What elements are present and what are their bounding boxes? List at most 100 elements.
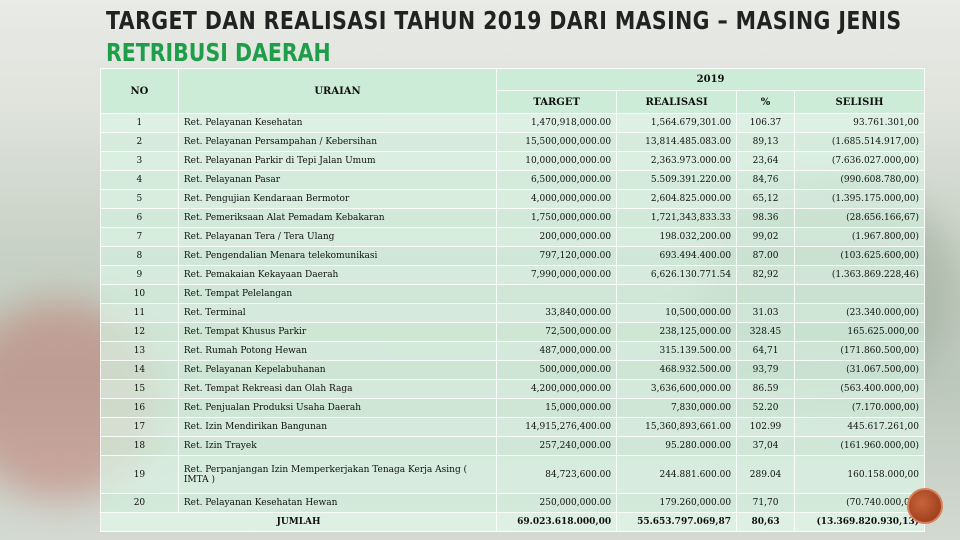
header-uraian: URAIAN	[177, 68, 498, 114]
cell-uraian: Ret. Terminal	[177, 303, 498, 323]
cell-percent: 328.45	[736, 322, 796, 342]
cell-realisasi: 10,500,000.00	[616, 303, 738, 323]
cell-no: 17	[100, 417, 179, 437]
table-row: 2 Ret. Pelayanan Persampahan / Kebersihan…	[100, 132, 925, 152]
cell-percent: 23,64	[736, 151, 796, 171]
table-row: 3 Ret. Pelayanan Parkir di Tepi Jalan Umu…	[100, 151, 925, 171]
cell-uraian: Ret. Tempat Khusus Parkir	[177, 322, 498, 342]
table-row: 4 Ret. Pelayanan Pasar 6,500,000,000.00 5.5…	[100, 170, 925, 190]
cell-selisih: 160.158.000,00	[794, 455, 925, 494]
cell-realisasi: 1,564.679,301.00	[616, 113, 738, 133]
cell-percent: 289.04	[736, 455, 796, 494]
retribusi-table: NO URAIAN 2019 TARGET REALISASI % SELISI…	[99, 68, 925, 532]
cell-selisih: (103.625.600,00)	[794, 246, 925, 266]
table-row: 13 Ret. Rumah Potong Hewan 487,000,000.00 3…	[100, 341, 925, 361]
cell-target: 10,000,000,000.00	[496, 151, 618, 171]
cell-percent: 52.20	[736, 398, 796, 418]
total-percent: 80,63	[736, 512, 796, 532]
header-selisih: SELISIH	[794, 90, 925, 114]
table-row: 6 Ret. Pemeriksaan Alat Pemadam Kebakaran…	[100, 208, 925, 228]
cell-uraian: Ret. Tempat Rekreasi dan Olah Raga	[177, 379, 498, 399]
header-percent: %	[736, 90, 796, 114]
cell-no: 15	[100, 379, 179, 399]
cell-target	[496, 284, 618, 304]
cell-selisih: (7.170.000,00)	[794, 398, 925, 418]
cell-target: 1,470,918,000.00	[496, 113, 618, 133]
cell-no: 8	[100, 246, 179, 266]
cell-target: 15,500,000,000.00	[496, 132, 618, 152]
cell-percent: 102.99	[736, 417, 796, 437]
cell-percent: 86.59	[736, 379, 796, 399]
cell-target: 7,990,000,000.00	[496, 265, 618, 285]
cell-percent: 93,79	[736, 360, 796, 380]
cell-percent: 64,71	[736, 341, 796, 361]
cell-no: 20	[100, 493, 179, 513]
cell-uraian: Ret. Pengujian Kendaraan Bermotor	[177, 189, 498, 209]
cell-selisih: (990.608.780,00)	[794, 170, 925, 190]
cell-percent: 87.00	[736, 246, 796, 266]
total-label: JUMLAH	[99, 512, 498, 532]
table-row: 19 Ret. Perpanjangan Izin Memperkerjakan …	[100, 455, 925, 494]
cell-percent: 82,92	[736, 265, 796, 285]
cell-selisih: (1.967.800,00)	[794, 227, 925, 247]
cell-target: 500,000,000.00	[496, 360, 618, 380]
table-row: 1 Ret. Pelayanan Kesehatan 1,470,918,000.0…	[100, 113, 925, 133]
cell-no: 13	[100, 341, 179, 361]
cell-realisasi: 5.509.391.220.00	[616, 170, 738, 190]
cell-percent: 31.03	[736, 303, 796, 323]
table-row: 17 Ret. Izin Mendirikan Bangunan 14,915,27…	[100, 417, 925, 437]
cell-uraian: Ret. Izin Trayek	[177, 436, 498, 456]
total-row: JUMLAH 69.023.618.000,00 55.653.797.069,…	[99, 512, 925, 532]
cell-uraian: Ret. Rumah Potong Hewan	[177, 341, 498, 361]
cell-realisasi: 2,363.973.000.00	[616, 151, 738, 171]
table-row: 18 Ret. Izin Trayek 257,240,000.00 95.280.0…	[100, 436, 925, 456]
table-row: 5 Ret. Pengujian Kendaraan Bermotor 4,000,…	[100, 189, 925, 209]
cell-percent: 89,13	[736, 132, 796, 152]
cell-uraian: Ret. Pelayanan Pasar	[177, 170, 498, 190]
cell-no: 11	[100, 303, 179, 323]
cell-selisih: (1.685.514.917,00)	[794, 132, 925, 152]
cell-realisasi: 244.881.600.00	[616, 455, 738, 494]
cell-target: 200,000,000.00	[496, 227, 618, 247]
table-row: 16 Ret. Penjualan Produksi Usaha Daerah 15…	[100, 398, 925, 418]
header-realisasi: REALISASI	[616, 90, 738, 114]
cell-no: 4	[100, 170, 179, 190]
cell-realisasi: 15,360,893,661.00	[616, 417, 738, 437]
table-row: 15 Ret. Tempat Rekreasi dan Olah Raga 4,20…	[100, 379, 925, 399]
cell-no: 2	[100, 132, 179, 152]
cell-percent: 99,02	[736, 227, 796, 247]
cell-realisasi: 238,125,000.00	[616, 322, 738, 342]
cell-percent: 37,04	[736, 436, 796, 456]
cell-selisih: (563.400.000,00)	[794, 379, 925, 399]
table-row: 14 Ret. Pelayanan Kepelabuhanan 500,000,00…	[100, 360, 925, 380]
cell-selisih: 445.617.261,00	[794, 417, 925, 437]
cell-uraian: Ret. Pelayanan Parkir di Tepi Jalan Umum	[177, 151, 498, 171]
cell-realisasi: 198.032,200.00	[616, 227, 738, 247]
cell-selisih: 165.625.000,00	[794, 322, 925, 342]
cell-percent: 98.36	[736, 208, 796, 228]
cell-uraian: Ret. Tempat Pelelangan	[177, 284, 498, 304]
cell-uraian: Ret. Pemakaian Kekayaan Daerah	[177, 265, 498, 285]
table-row: 8 Ret. Pengendalian Menara telekomunikasi…	[100, 246, 925, 266]
table-row: 20 Ret. Pelayanan Kesehatan Hewan 250,000,…	[100, 493, 925, 513]
cell-realisasi: 2,604.825.000.00	[616, 189, 738, 209]
cell-realisasi: 13,814.485.083.00	[616, 132, 738, 152]
cell-target: 257,240,000.00	[496, 436, 618, 456]
cell-no: 6	[100, 208, 179, 228]
header-no: NO	[100, 68, 179, 114]
total-realisasi: 55.653.797.069,87	[616, 512, 738, 532]
cell-target: 4,200,000,000.00	[496, 379, 618, 399]
page-title: TARGET DAN REALISASI TAHUN 2019 DARI MAS…	[106, 6, 902, 35]
cell-no: 7	[100, 227, 179, 247]
cell-realisasi: 95.280.000.00	[616, 436, 738, 456]
cell-uraian: Ret. Pelayanan Persampahan / Kebersihan	[177, 132, 498, 152]
cell-selisih: (31.067.500,00)	[794, 360, 925, 380]
cell-realisasi: 7,830,000.00	[616, 398, 738, 418]
cell-target: 1,750,000,000.00	[496, 208, 618, 228]
cell-no: 18	[100, 436, 179, 456]
cell-selisih: (28.656.166,67)	[794, 208, 925, 228]
total-target: 69.023.618.000,00	[496, 512, 618, 532]
cell-percent: 84,76	[736, 170, 796, 190]
cell-uraian: Ret. Pemeriksaan Alat Pemadam Kebakaran	[177, 208, 498, 228]
cell-uraian: Ret. Pelayanan Kesehatan Hewan	[177, 493, 498, 513]
